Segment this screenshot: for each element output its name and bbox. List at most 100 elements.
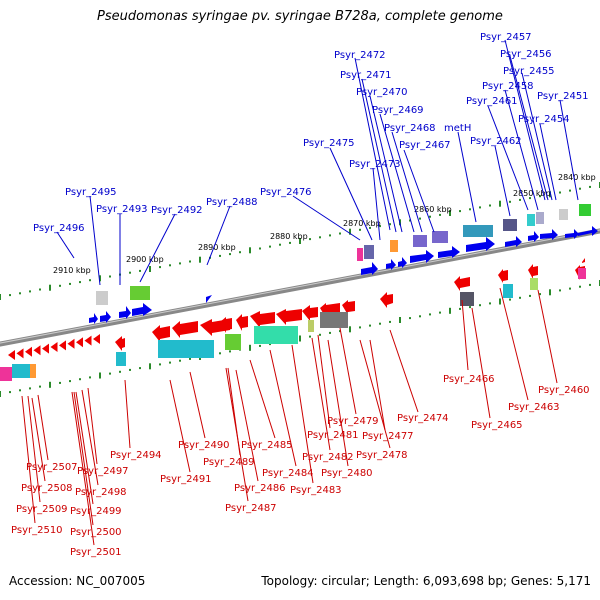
- gene-label[interactable]: Psyr_2462: [470, 136, 522, 147]
- gene-label[interactable]: Psyr_2471: [340, 70, 392, 81]
- gene-label[interactable]: Psyr_2507: [26, 462, 78, 473]
- gene-label[interactable]: Psyr_2509: [16, 504, 68, 515]
- gene-label[interactable]: Psyr_2465: [471, 420, 523, 431]
- gene-label[interactable]: Psyr_2494: [110, 450, 162, 461]
- forward-gene-arrow: [540, 229, 558, 240]
- gene-label[interactable]: Psyr_2454: [518, 114, 570, 125]
- gene-label[interactable]: Psyr_2457: [480, 32, 532, 43]
- scale-tick: [249, 247, 251, 254]
- gene-label[interactable]: Psyr_2469: [372, 105, 424, 116]
- gene-label[interactable]: Psyr_2486: [234, 483, 286, 494]
- scale-tick: [129, 271, 131, 274]
- gene-label[interactable]: Psyr_2483: [290, 485, 342, 496]
- scale-tick: [349, 228, 351, 235]
- gene-label[interactable]: Psyr_2495: [65, 187, 117, 198]
- scale-tick: [0, 294, 1, 300]
- feature-box: [578, 268, 586, 279]
- scale-tick: [309, 238, 311, 241]
- gene-label[interactable]: Psyr_2456: [500, 49, 552, 60]
- scale-tick: [259, 344, 261, 347]
- scale-tick: [0, 391, 1, 397]
- gene-label[interactable]: Psyr_2491: [160, 474, 212, 485]
- scale-tick: [589, 185, 591, 188]
- reverse-gene-arrow: [25, 346, 32, 357]
- gene-label[interactable]: Psyr_2498: [75, 487, 127, 498]
- gene-label[interactable]: Psyr_2475: [303, 138, 355, 149]
- gene-label[interactable]: Psyr_2474: [397, 413, 449, 424]
- gene-label[interactable]: Psyr_2485: [241, 440, 293, 451]
- gene-label[interactable]: Psyr_2470: [356, 87, 408, 98]
- forward-gene-track: [89, 226, 598, 324]
- scale-tick: [369, 226, 371, 229]
- gene-label[interactable]: Psyr_2467: [399, 140, 451, 151]
- gene-label[interactable]: Psyr_2463: [508, 402, 560, 413]
- feature-box: [503, 284, 513, 298]
- scale-tick: [149, 363, 151, 370]
- forward-gene-arrow: [505, 236, 522, 247]
- gene-label[interactable]: Psyr_2461: [466, 96, 518, 107]
- gene-label[interactable]: Psyr_2482: [302, 452, 354, 463]
- feature-box: [530, 278, 538, 290]
- scale-tick: [159, 266, 161, 269]
- gene-label[interactable]: Psyr_2480: [321, 468, 373, 479]
- scale-tick: [589, 283, 591, 286]
- gene-label[interactable]: Psyr_2479: [327, 416, 379, 427]
- feature-box: [254, 326, 298, 344]
- forward-gene-arrow: [565, 229, 579, 239]
- gene-label[interactable]: Psyr_2487: [225, 503, 277, 514]
- forward-gene-arrow: [132, 303, 152, 316]
- scale-tick: [549, 191, 551, 198]
- gene-label[interactable]: Psyr_2468: [384, 123, 436, 134]
- scale-tick: [449, 210, 451, 216]
- kbp-marker: 2850 kbp: [513, 189, 551, 198]
- scale-tick: [269, 245, 271, 248]
- gene-label[interactable]: Psyr_2472: [334, 50, 386, 61]
- feature-box: [308, 320, 314, 332]
- scale-tick: [469, 208, 471, 211]
- gene-label[interactable]: Psyr_2488: [206, 197, 258, 208]
- gene-label[interactable]: Psyr_2496: [33, 223, 85, 234]
- gene-label[interactable]: Psyr_2508: [21, 483, 73, 494]
- gene-label[interactable]: Psyr_2460: [538, 385, 590, 396]
- tick-track-bottom: [0, 280, 600, 397]
- scale-tick: [29, 387, 31, 390]
- scale-tick: [189, 357, 191, 360]
- gene-label[interactable]: Psyr_2478: [356, 450, 408, 461]
- scale-tick: [539, 293, 541, 296]
- gene-label[interactable]: Psyr_2481: [307, 430, 359, 441]
- forward-gene-arrow: [100, 311, 111, 323]
- gene-label[interactable]: Psyr_2484: [262, 468, 314, 479]
- gene-label[interactable]: Psyr_2477: [362, 431, 414, 442]
- gene-label[interactable]: Psyr_2490: [178, 440, 230, 451]
- scale-tick: [389, 223, 391, 226]
- reverse-gene-arrow: [8, 350, 15, 360]
- reverse-gene-arrow: [16, 348, 24, 359]
- gene-label[interactable]: Psyr_2455: [503, 66, 555, 77]
- gene-label[interactable]: Psyr_2466: [443, 374, 495, 385]
- gene-label[interactable]: Psyr_2497: [77, 466, 129, 477]
- gene-label[interactable]: Psyr_2500: [70, 527, 122, 538]
- gene-label[interactable]: metH: [444, 123, 471, 134]
- scale-tick: [469, 306, 471, 309]
- gene-label[interactable]: Psyr_2492: [151, 205, 203, 216]
- gene-label[interactable]: Psyr_2489: [203, 457, 255, 468]
- gene-label[interactable]: Psyr_2451: [537, 91, 589, 102]
- scale-tick: [269, 343, 271, 346]
- reverse-feature-track: [0, 268, 586, 381]
- gene-label[interactable]: Psyr_2458: [482, 81, 534, 92]
- gene-label[interactable]: Psyr_2476: [260, 187, 312, 198]
- gene-label[interactable]: Psyr_2493: [96, 204, 148, 215]
- scale-tick: [199, 256, 201, 263]
- gene-label[interactable]: Psyr_2510: [11, 525, 63, 536]
- scale-tick: [419, 315, 421, 318]
- scale-tick: [499, 200, 501, 207]
- scale-tick: [79, 378, 81, 381]
- feature-box: [130, 286, 150, 300]
- gene-label[interactable]: Psyr_2499: [70, 506, 122, 517]
- gene-label[interactable]: Psyr_2501: [70, 547, 122, 558]
- feature-box: [364, 245, 374, 259]
- genome-backbone: [0, 228, 600, 347]
- scale-tick: [359, 326, 361, 329]
- gene-label[interactable]: Psyr_2473: [349, 159, 401, 170]
- feature-box: [0, 367, 12, 381]
